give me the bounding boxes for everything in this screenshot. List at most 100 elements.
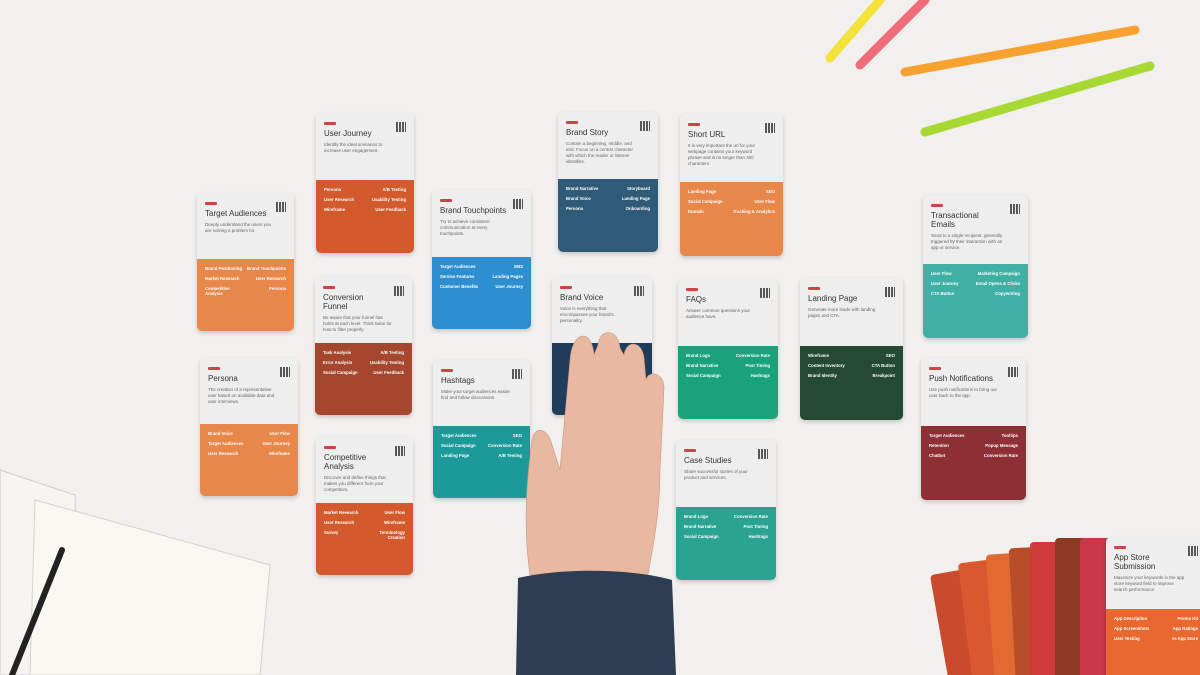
- card-link: Conversion Rate: [735, 353, 770, 359]
- card-link: Target Audiences: [208, 441, 244, 447]
- card-link: SEO: [765, 189, 775, 195]
- card-tag: [686, 288, 698, 291]
- card-description: Try to achieve consistent communication …: [440, 219, 490, 236]
- card-link: Wireframe: [384, 520, 405, 526]
- card-link: Landing Page: [688, 189, 717, 195]
- qr-code: [276, 202, 286, 212]
- card-link: Social Campaign: [688, 199, 723, 205]
- card-link: Persona: [324, 187, 341, 193]
- card-links: Brand Narrative Storyboard Brand Voice Land…: [558, 179, 658, 252]
- card-link: Brand Voice: [208, 431, 233, 437]
- card-link: Usability Testing: [371, 197, 406, 203]
- card-description: Maximize your keywords in the app store …: [1114, 575, 1185, 592]
- card-description: Send to a single recipient, generally tr…: [931, 233, 1003, 250]
- card-link: Brand Voice: [566, 196, 591, 202]
- card-title: Short URL: [688, 130, 726, 139]
- card-link: Wireframe: [269, 451, 290, 457]
- card-link: User Research: [208, 451, 239, 457]
- card-link: Promo Kit: [1177, 616, 1198, 621]
- card-link: CTA Button: [871, 363, 895, 369]
- card-tag: [688, 123, 700, 126]
- card-description: Discover and define things that makes yo…: [324, 475, 386, 492]
- card-title: Target Audiences: [205, 209, 267, 218]
- card-link: SMS: [513, 263, 523, 269]
- card-links: Target Audiences Tooltips Retention Popup M…: [921, 426, 1026, 500]
- card-link: User Journey: [495, 283, 523, 289]
- card-header: App Store Submission Maximize your keywor…: [1106, 537, 1200, 609]
- card-link: Brand Logo: [684, 514, 709, 520]
- card-tag: [1114, 546, 1126, 549]
- card-header: Hashtags Make your target audiences easie…: [433, 360, 530, 426]
- card-links: Task Analysis A/B Testing Error Analysis Us…: [315, 343, 412, 415]
- card-link: Market Research: [324, 510, 359, 516]
- card-link: Copywriting: [995, 290, 1020, 296]
- card-link: Competitive Analysis: [205, 286, 230, 297]
- card-link: User Feedback: [375, 207, 406, 213]
- card-link: In-App Store: [1172, 636, 1198, 641]
- card-links: Brand Voice User Flow Target Audiences User…: [200, 424, 298, 496]
- card-title: Landing Page: [808, 294, 858, 303]
- card-link: User Flow: [269, 431, 290, 437]
- card-link: Storyboard: [627, 186, 650, 192]
- card-title: Brand Voice: [560, 293, 604, 302]
- card-header: Brand Touchpoints Try to achieve consiste…: [432, 190, 531, 257]
- card-link: Conversion Rate: [983, 453, 1018, 459]
- card-title: Push Notifications: [929, 374, 994, 383]
- card-description: Be aware that your funnel has holes at e…: [323, 315, 392, 332]
- card-tag: [560, 286, 572, 289]
- card-link: Target Audiences: [441, 433, 477, 439]
- card: Brand Touchpoints Try to achieve consiste…: [432, 190, 531, 329]
- card-link: Landing Pages: [492, 273, 523, 279]
- card-link: Market Research: [205, 276, 240, 282]
- card-tag: [931, 204, 943, 207]
- card-title: Conversion Funnel: [323, 293, 364, 311]
- card-header: FAQs Answer common questions your audienc…: [678, 279, 778, 346]
- card-tag: [205, 202, 217, 205]
- card-tag: [808, 287, 820, 290]
- card-link: Hashtags: [748, 534, 768, 540]
- card-title: Brand Story: [566, 128, 609, 137]
- card-link: Brand Narrative: [684, 524, 717, 530]
- card-link: User Research: [255, 276, 286, 282]
- card-links: Brand Logo Conversion Rate Brand Narrative…: [676, 507, 776, 580]
- card-description: Make your target audiences easier find a…: [441, 389, 511, 400]
- card-header: User Journey Identify the ideal scenarios…: [316, 113, 414, 180]
- card-link: Chatbot: [929, 453, 946, 459]
- card-link: User Research: [324, 520, 355, 526]
- qr-code: [640, 121, 650, 131]
- card-link: User Journey: [931, 280, 959, 286]
- card-header: Brand Voice Voice is everything that enco…: [552, 277, 652, 343]
- card-link: Landing Page: [441, 453, 470, 459]
- card-links: Market Research User Flow User Research Wir…: [316, 503, 413, 575]
- card-title: App Store Submission: [1114, 553, 1156, 571]
- card-tag: [440, 199, 452, 202]
- card-link: Marketing Campaign: [977, 270, 1020, 276]
- card: Persona The creation of a representative …: [200, 358, 298, 496]
- card-links: Target Audiences SMS Service Features Landi…: [432, 256, 531, 329]
- card-link: Target Audiences: [929, 433, 965, 439]
- card-links: User Flow Marketing Campaign User Journey E…: [923, 263, 1028, 338]
- card-link: Persona: [269, 286, 286, 292]
- card: Short URL It is very important the url fo…: [680, 114, 783, 256]
- card-link: Post Timing: [743, 524, 768, 530]
- card-link: Wireframe: [808, 353, 829, 359]
- card-description: Share successful stories of your product…: [684, 469, 748, 480]
- card-description: Answer common questions your audience ha…: [686, 308, 751, 319]
- card: Case Studies Share successful stories of …: [676, 440, 776, 580]
- qr-code: [1188, 546, 1198, 556]
- card-link: App Screenshots: [1114, 626, 1150, 631]
- card-link: Conversion Rate: [733, 514, 768, 520]
- card-link: Tooltips: [1001, 433, 1018, 439]
- card-description: It is very important the url for your we…: [688, 143, 756, 166]
- sleeve: [516, 570, 676, 675]
- card-header: Brand Story Contain a beginning, middle, …: [558, 112, 658, 179]
- card-link: App Ratings: [1172, 626, 1198, 631]
- qr-code: [396, 122, 406, 132]
- card: App Store Submission Maximize your keywor…: [1106, 537, 1200, 675]
- card-link: Target Audiences: [440, 263, 476, 269]
- card-fan: [930, 538, 1130, 675]
- card-tag: [208, 367, 220, 370]
